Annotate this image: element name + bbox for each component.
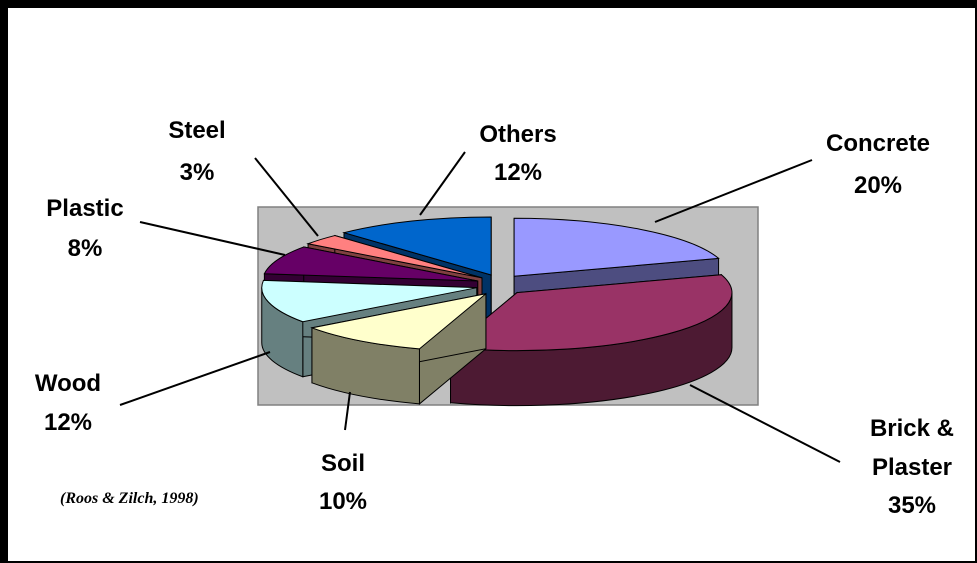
pie-slice (342, 216, 492, 276)
value-label: 35% (887, 492, 937, 519)
pie-slice (261, 279, 477, 323)
source-note: (Roos & Zilch, 1998) (60, 490, 199, 507)
slice-label: Brick & Plaster (869, 415, 955, 481)
pie-slice (306, 235, 483, 279)
slice-label: Concrete (825, 130, 931, 157)
slice-label: Soil (320, 450, 365, 477)
value-label: 20% (853, 172, 903, 199)
leader-line (119, 351, 271, 406)
pie-slice (513, 217, 720, 277)
leader-line (689, 384, 841, 463)
leader-line (419, 151, 466, 216)
leader-line (344, 391, 351, 431)
leader-line (139, 221, 286, 256)
value-label: 12% (493, 159, 543, 186)
slice-label: Others (479, 121, 557, 148)
value-label: 12% (43, 409, 93, 436)
value-label: 10% (318, 488, 368, 515)
pie-slice (310, 293, 487, 350)
pie-slice (449, 274, 733, 352)
leader-line (254, 157, 319, 237)
pie-slice (263, 246, 478, 282)
leader-line (654, 159, 813, 223)
slice-label: Plastic (46, 195, 124, 222)
value-label: 3% (179, 159, 215, 186)
value-label: 8% (67, 235, 103, 262)
slice-label: Steel (168, 117, 226, 144)
slice-label: Wood (34, 370, 102, 397)
